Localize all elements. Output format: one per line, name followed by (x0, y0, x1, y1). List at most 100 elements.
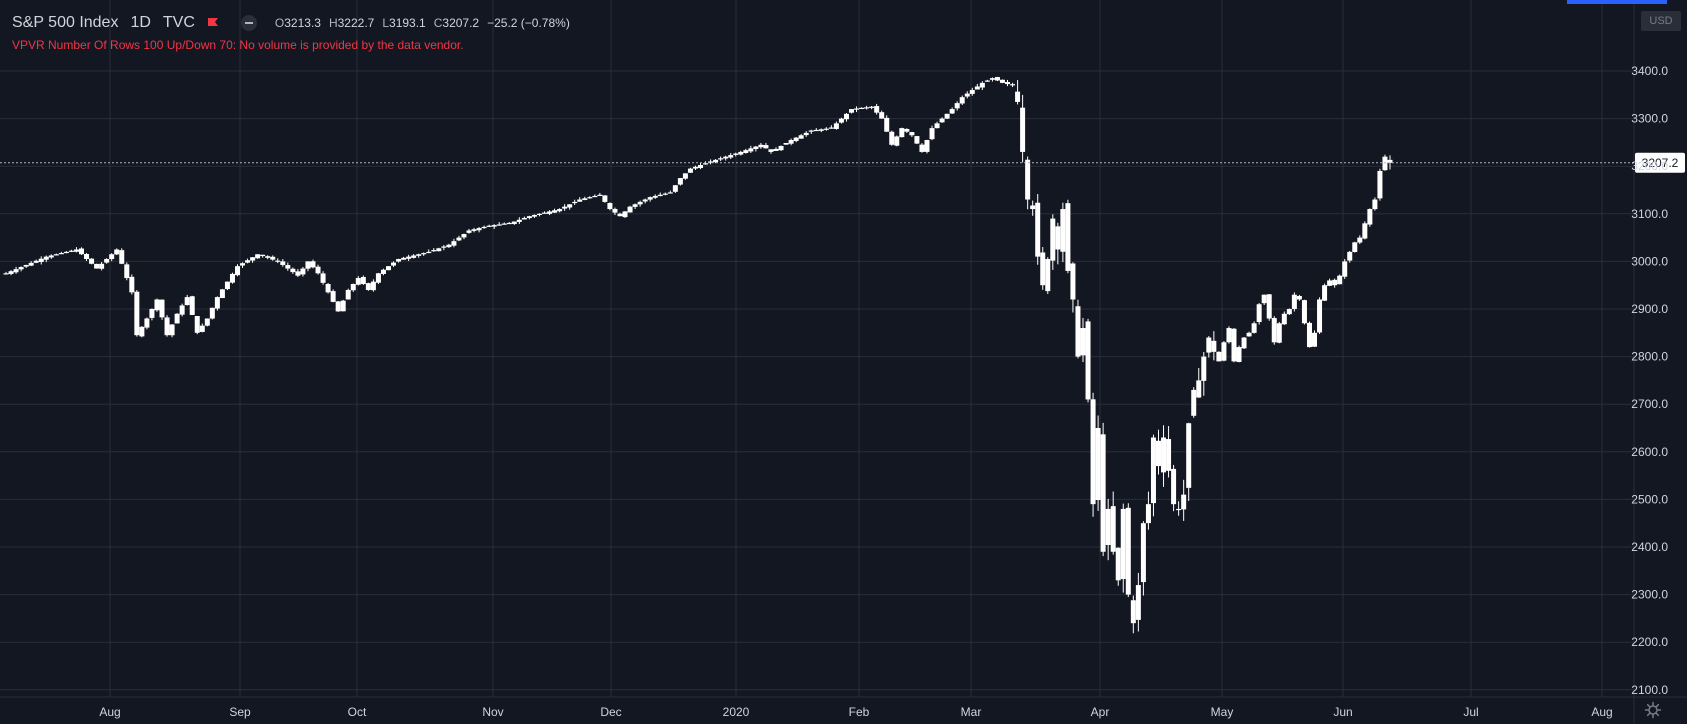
candle-body (1040, 252, 1046, 286)
candle (662, 192, 668, 196)
candle (708, 159, 714, 165)
candle (793, 136, 799, 143)
interval-label[interactable]: 1D (130, 14, 151, 31)
candle (864, 105, 870, 110)
candle-body (1301, 300, 1307, 324)
exchange-label: TVC (162, 14, 195, 31)
candle-body (1377, 170, 1383, 199)
candle-body (471, 229, 477, 231)
candle (632, 203, 638, 209)
candle-body (687, 168, 693, 173)
candle (99, 262, 105, 271)
candle (1166, 426, 1172, 478)
candle (1005, 79, 1011, 87)
candle (134, 290, 140, 337)
ohlc-high-key: H (328, 16, 338, 30)
candle (974, 83, 980, 90)
candle-body (713, 159, 719, 163)
candle-body (179, 305, 185, 315)
candle-body (84, 253, 90, 260)
candle (969, 87, 975, 96)
gear-icon[interactable] (1644, 701, 1662, 719)
candle-body (1226, 328, 1232, 343)
candle-body (828, 127, 834, 129)
candle (1115, 547, 1121, 586)
candle-body (159, 299, 165, 318)
candle-body (511, 221, 517, 224)
candle-body (823, 128, 829, 130)
candle-body (320, 273, 326, 283)
candle-body (325, 283, 331, 293)
candle (164, 315, 170, 337)
candle-body (838, 118, 844, 123)
candle-body (1357, 237, 1363, 243)
candle (104, 258, 110, 264)
candle (1171, 464, 1177, 512)
candle-body (692, 166, 698, 169)
candle-body (854, 108, 860, 110)
candle-body (748, 148, 754, 152)
candle (828, 125, 834, 129)
symbol-title[interactable]: S&P 500 Index (12, 14, 119, 31)
candle (224, 281, 230, 291)
candle (385, 266, 391, 271)
candle-body (733, 153, 739, 155)
candle (1040, 246, 1046, 290)
flag-icon[interactable] (207, 17, 219, 29)
candle (1211, 331, 1217, 361)
candle (939, 117, 945, 123)
candle (859, 107, 865, 110)
y-tick-label: 2500.0 (1631, 492, 1668, 506)
candle-body (1045, 259, 1051, 292)
candle (698, 162, 704, 170)
candle (1030, 200, 1036, 216)
candle-body (164, 317, 170, 336)
ohlc-open-key: O (274, 16, 285, 30)
candle-body (1060, 209, 1066, 252)
candle-body (682, 173, 688, 179)
x-tick-label: Feb (849, 705, 870, 719)
candle-body (265, 256, 271, 258)
collapse-toggle-icon[interactable] (240, 15, 257, 31)
candle-body (909, 132, 915, 136)
candle-body (622, 211, 628, 218)
candle (375, 272, 381, 284)
candle (959, 95, 965, 105)
candle (1266, 294, 1272, 321)
candle-body (360, 277, 366, 285)
y-tick-label: 2400.0 (1631, 540, 1668, 554)
vertical-grid (109, 0, 1603, 697)
candle-body (577, 199, 583, 202)
candle (89, 258, 95, 265)
candle-body (391, 262, 397, 266)
candle (310, 259, 316, 269)
candle (552, 208, 558, 213)
candle-body (647, 197, 653, 200)
candle (245, 258, 251, 264)
currency-label[interactable]: USD (1641, 11, 1681, 31)
candle (189, 295, 195, 316)
candle-body (949, 109, 955, 114)
candle-body (48, 255, 54, 258)
candle (979, 81, 985, 91)
candle (874, 103, 880, 115)
candle (718, 156, 724, 162)
candle-body (667, 192, 673, 194)
candle-body (1196, 380, 1202, 398)
candle-body (587, 197, 593, 199)
x-tick-label: Sep (229, 705, 251, 719)
candle (1150, 434, 1156, 517)
candle (174, 313, 180, 324)
candle-body (310, 261, 316, 268)
candle-body (526, 216, 532, 219)
candle-body (1347, 251, 1353, 261)
candle (909, 131, 915, 138)
candle (295, 269, 301, 278)
candle (1100, 422, 1106, 557)
candle (914, 135, 920, 145)
candle-body (989, 78, 995, 80)
candle (491, 224, 497, 229)
candle-body (421, 253, 427, 255)
candle-body (260, 254, 266, 257)
